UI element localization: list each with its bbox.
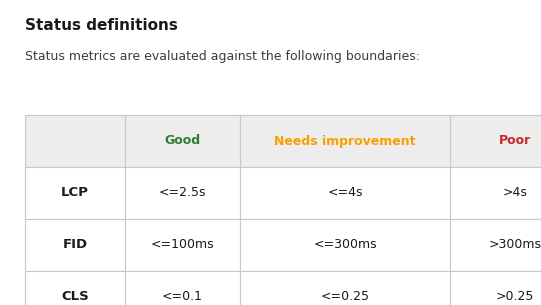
- Bar: [25, 271, 125, 305]
- Text: >4s: >4s: [503, 186, 527, 199]
- Bar: [125, 219, 240, 271]
- Bar: [450, 219, 541, 271]
- Text: <=4s: <=4s: [327, 186, 363, 199]
- Bar: [125, 271, 240, 305]
- Text: FID: FID: [62, 239, 88, 252]
- Text: Status metrics are evaluated against the following boundaries:: Status metrics are evaluated against the…: [25, 50, 420, 63]
- Bar: [450, 167, 541, 219]
- Text: <=0.25: <=0.25: [320, 290, 370, 303]
- Text: >0.25: >0.25: [496, 290, 534, 303]
- Text: Poor: Poor: [499, 135, 531, 148]
- Bar: [240, 219, 450, 271]
- Text: <=2.5s: <=2.5s: [159, 186, 206, 199]
- Bar: [25, 167, 125, 219]
- Bar: [125, 115, 240, 167]
- Bar: [25, 115, 125, 167]
- Text: >300ms: >300ms: [489, 239, 541, 252]
- Text: LCP: LCP: [61, 186, 89, 199]
- Bar: [240, 115, 450, 167]
- Bar: [240, 167, 450, 219]
- Bar: [450, 115, 541, 167]
- Bar: [240, 271, 450, 305]
- Text: CLS: CLS: [61, 290, 89, 303]
- Text: <=300ms: <=300ms: [313, 239, 377, 252]
- Text: <=100ms: <=100ms: [151, 239, 214, 252]
- Bar: [450, 271, 541, 305]
- Text: <=0.1: <=0.1: [162, 290, 203, 303]
- Text: Status definitions: Status definitions: [25, 18, 178, 33]
- Bar: [25, 219, 125, 271]
- Text: Needs improvement: Needs improvement: [274, 135, 415, 148]
- Text: Good: Good: [164, 135, 201, 148]
- Bar: [125, 167, 240, 219]
